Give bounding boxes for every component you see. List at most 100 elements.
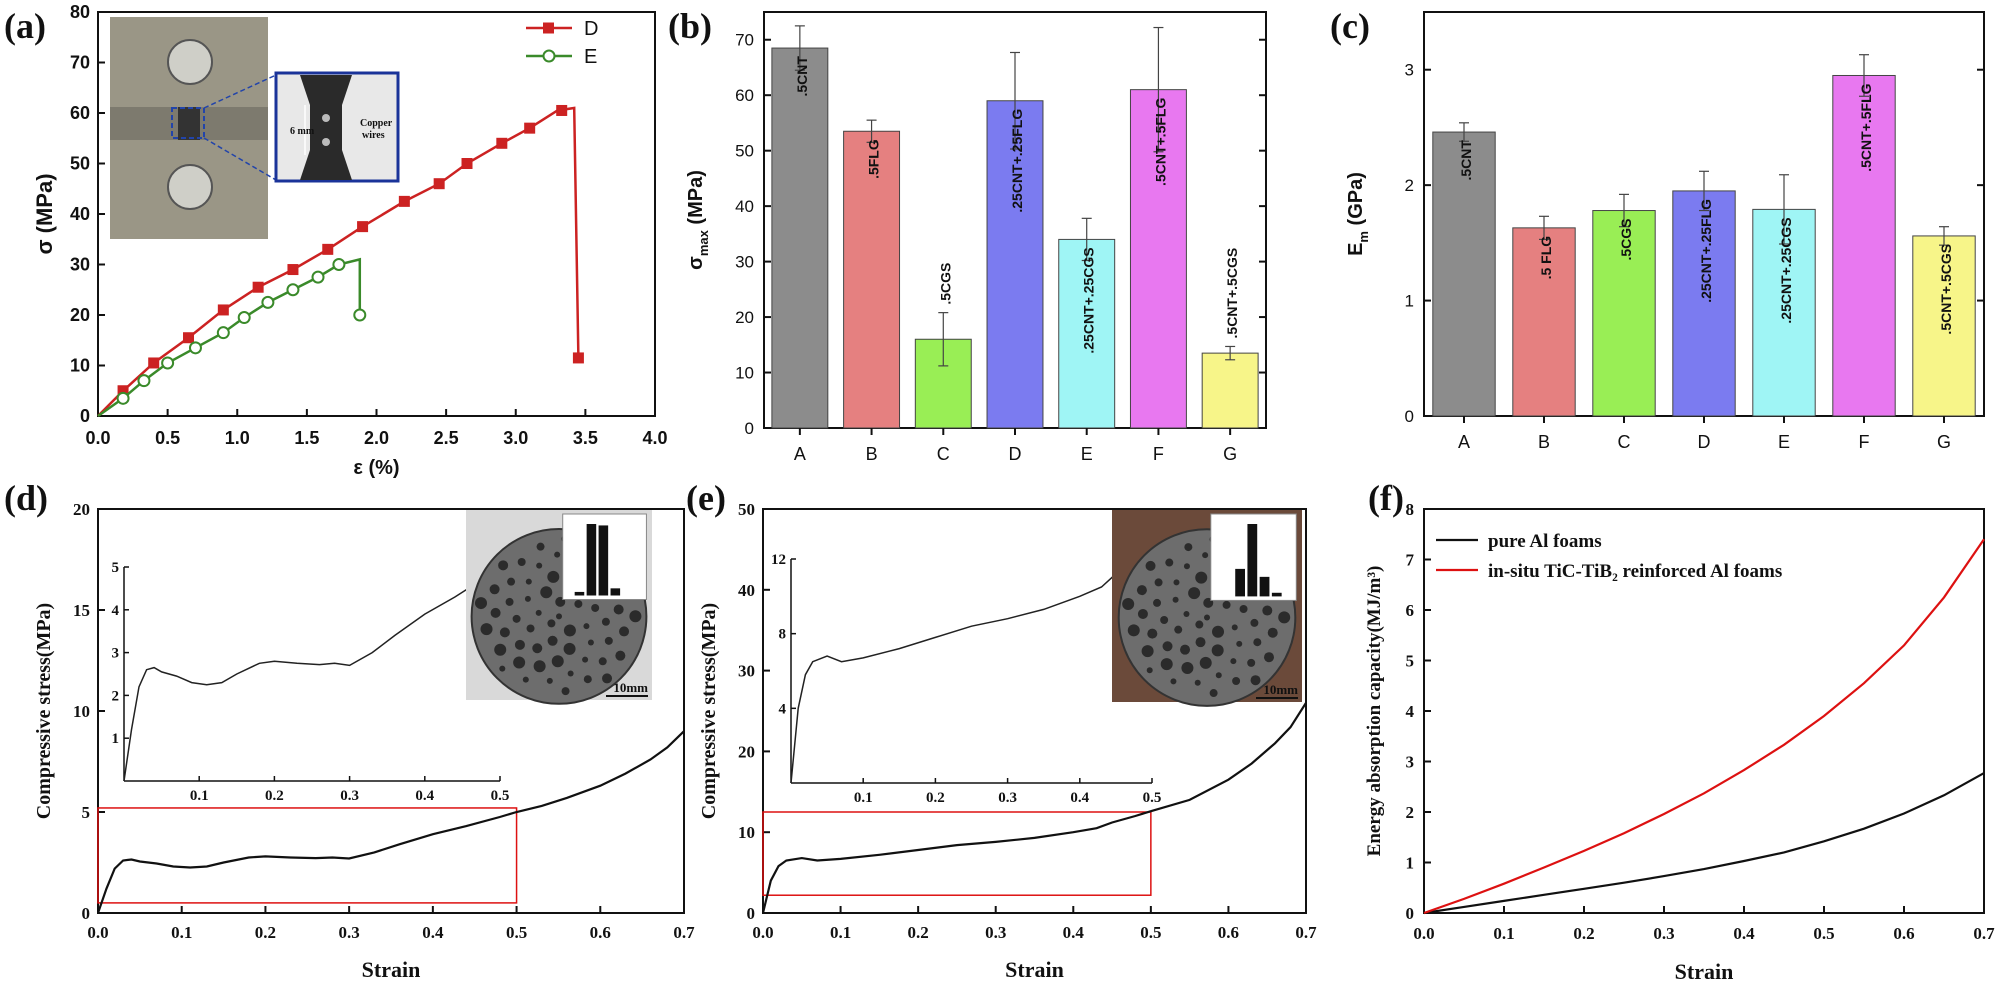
x-tick-label: G xyxy=(1223,444,1237,464)
x-tick-label: 0.7 xyxy=(1973,924,1995,943)
pore xyxy=(1278,611,1291,624)
x-tick-label: 0.1 xyxy=(171,923,192,942)
bar-label: .5CNT+.5FLG xyxy=(1858,83,1874,171)
zoom-line xyxy=(203,137,277,181)
x-tick-label: 0.4 xyxy=(1733,924,1755,943)
y-tick-label: 50 xyxy=(738,500,755,519)
pore xyxy=(480,623,493,636)
copper-label: wires xyxy=(362,130,385,141)
pore xyxy=(554,551,561,558)
y-tick-label: 70 xyxy=(70,53,90,73)
y-tick-label: 20 xyxy=(73,500,90,519)
x-axis-label: ε (%) xyxy=(353,457,399,479)
inset-x-tick-label: 0.2 xyxy=(926,790,945,806)
x-tick-label: 0.0 xyxy=(1413,924,1434,943)
y-tick-label: 3 xyxy=(1406,753,1415,772)
x-tick-label: 0.6 xyxy=(1893,924,1914,943)
pore xyxy=(1199,656,1212,669)
pore xyxy=(1145,560,1156,571)
pore xyxy=(1122,598,1135,611)
bar-label: .25CNT+.25CGS xyxy=(1081,247,1097,353)
pore xyxy=(547,635,558,646)
x-tick-label: F xyxy=(1153,444,1164,464)
y-label-sub: max xyxy=(696,229,711,256)
y-label-main: E xyxy=(1345,243,1367,256)
stress-curve xyxy=(96,730,685,914)
bar-B xyxy=(1512,227,1576,417)
pore xyxy=(629,610,642,623)
stress-curve xyxy=(761,702,1307,914)
pore xyxy=(1162,641,1173,652)
inset-x-tick-label: 0.1 xyxy=(190,788,209,804)
data-point-D xyxy=(357,221,369,233)
y-axis-label: Em (GPa) xyxy=(1345,172,1371,256)
pore xyxy=(1136,585,1147,596)
y-axis-label-group: σmax (MPa) xyxy=(685,170,711,270)
pore xyxy=(1195,637,1206,648)
bar-label: .25CNT+.25FLG xyxy=(1698,199,1714,303)
axes-frame-e xyxy=(762,508,1307,914)
x-tick-label: 3.5 xyxy=(573,428,598,448)
pore xyxy=(1127,624,1140,637)
pore xyxy=(498,560,509,571)
y-tick-label: 3 xyxy=(1405,61,1414,80)
x-tick-label: 0.6 xyxy=(1218,923,1239,942)
pore xyxy=(1174,625,1183,634)
pore xyxy=(499,627,510,638)
y-tick-label: 50 xyxy=(735,142,754,161)
inset-curve xyxy=(123,566,501,782)
pore xyxy=(1202,552,1209,559)
pore xyxy=(1209,689,1218,698)
x-tick-label: 0.5 xyxy=(155,428,180,448)
y-axis-label: Compressive stress(MPa) xyxy=(33,603,55,819)
data-point-D xyxy=(183,332,195,344)
x-tick-label: 2.5 xyxy=(434,428,459,448)
energy-curve xyxy=(1423,772,1985,915)
pore xyxy=(551,655,564,668)
y-tick-label: 80 xyxy=(70,2,90,22)
panel-label: (d) xyxy=(4,478,48,518)
pore xyxy=(522,676,529,683)
x-tick-label: B xyxy=(1538,432,1550,452)
pore xyxy=(1141,645,1154,658)
data-point-D xyxy=(148,357,160,369)
data-point-D xyxy=(461,158,473,169)
data-point-E xyxy=(161,356,175,370)
foam-photo: 10mm xyxy=(466,510,652,705)
panel-label: (f) xyxy=(1368,478,1404,518)
y-tick-label: 40 xyxy=(735,197,754,216)
panel-label: (e) xyxy=(686,478,726,518)
pore xyxy=(505,597,514,606)
pore xyxy=(1194,679,1201,686)
pore xyxy=(513,656,526,669)
bar-A xyxy=(771,47,829,429)
y-tick-label: 40 xyxy=(70,204,90,224)
copper-wire xyxy=(322,114,330,122)
pore xyxy=(1239,605,1248,614)
x-tick-label: 0.4 xyxy=(422,923,444,942)
pore xyxy=(512,614,521,623)
zoom-line xyxy=(203,74,277,109)
pore xyxy=(604,636,613,645)
data-point-D xyxy=(524,122,536,134)
zoom-region-box xyxy=(97,807,518,904)
inset-x-tick-label: 0.5 xyxy=(1143,790,1162,806)
x-tick-label: 3.0 xyxy=(503,428,528,448)
pore xyxy=(474,597,487,610)
inset-x-tick-label: 0.1 xyxy=(854,790,873,806)
pore xyxy=(1253,638,1262,647)
pore xyxy=(567,670,574,677)
pore xyxy=(1154,578,1163,587)
pore xyxy=(532,643,543,654)
pore xyxy=(524,595,531,602)
histogram-bar xyxy=(1271,592,1282,597)
bolt xyxy=(167,164,213,210)
bar-label: .5CNT xyxy=(794,56,810,97)
y-label-unit: (GPa) xyxy=(1345,172,1367,231)
legend-label: pure Al foams xyxy=(1488,531,1602,552)
pore xyxy=(547,570,560,583)
inset-x-tick-label: 0.4 xyxy=(415,788,434,804)
legend-label: D xyxy=(584,18,598,40)
y-tick-label: 2 xyxy=(1405,176,1414,195)
scale-bar-label: 10mm xyxy=(1263,682,1298,697)
